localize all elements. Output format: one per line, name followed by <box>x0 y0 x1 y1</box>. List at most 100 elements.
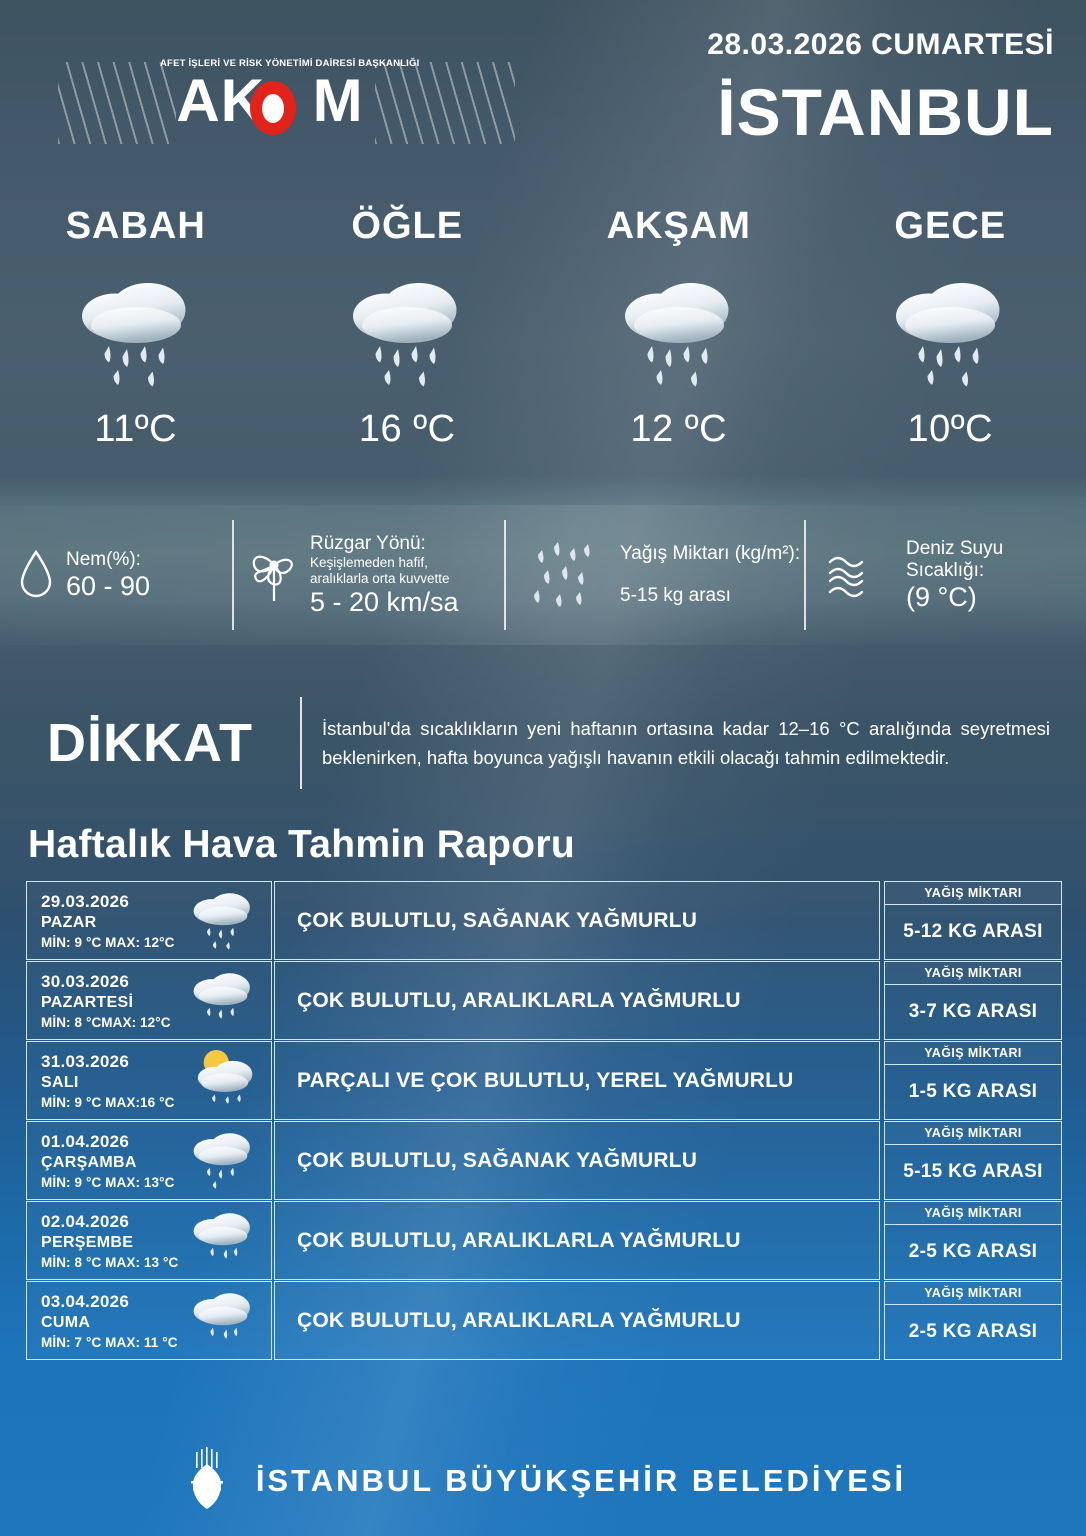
forecast-rain-cell: YAĞIŞ MİKTARI 1-5 KG ARASI <box>884 1041 1062 1120</box>
forecast-day-cell: 31.03.2026 SALI MİN: 9 °C MAX:16 °C <box>26 1041 272 1120</box>
metrics-divider-3 <box>804 520 806 630</box>
daypart-temperature: 16 ºC <box>358 408 456 450</box>
rain-amount-value: 2-5 KG ARASI <box>884 1225 1062 1280</box>
table-row[interactable]: 02.04.2026 PERŞEMBE MİN: 8 °C MAX: 13 °C… <box>26 1201 1062 1280</box>
daypart-temperature: 11ºC <box>94 408 178 450</box>
hatch-stripes-left <box>58 62 176 144</box>
akom-logo-text-m: M <box>312 67 364 134</box>
forecast-date: 31.03.2026 <box>41 1051 130 1071</box>
daypart-label: GECE <box>894 205 1007 247</box>
akom-logo-subtitle: AFET İŞLERİ VE RİSK YÖNETİMİ DAİRESİ BAŞ… <box>160 58 420 69</box>
forecast-day-cell: 02.04.2026 PERŞEMBE MİN: 8 °C MAX: 13 °C <box>26 1201 272 1280</box>
forecast-temps: MİN: 9 °C MAX: 12°C <box>41 934 175 950</box>
metrics-strip: Nem(%): 60 - 90 Rüzgar Yönü: Keşişlemede… <box>0 505 1086 645</box>
rain-amount-header: YAĞIŞ MİKTARI <box>884 881 1062 905</box>
daypart-label: AKŞAM <box>606 205 751 247</box>
akom-logo: AFET İŞLERİ VE RİSK YÖNETİMİ DAİRESİ BAŞ… <box>160 58 420 135</box>
forecast-dayname: PERŞEMBE <box>41 1233 134 1251</box>
sea-temperature-value: (9 °C) <box>906 581 977 612</box>
forecast-day-cell: 29.03.2026 PAZAR MİN: 9 °C MAX: 12°C <box>26 881 272 960</box>
warning-divider <box>300 696 302 789</box>
forecast-dayname: PAZAR <box>41 913 97 931</box>
forecast-description-cell: ÇOK BULUTLU, SAĞANAK YAĞMURLU <box>274 881 880 960</box>
warning-heading: DİKKAT <box>47 712 253 773</box>
forecast-temps: MİN: 9 °C MAX: 13°C <box>41 1174 175 1190</box>
forecast-description: ÇOK BULUTLU, ARALIKLARLA YAĞMURLU <box>297 1308 741 1332</box>
akom-logo-wordmark: AKOM <box>176 69 363 133</box>
forecast-day-cell: 01.04.2026 ÇARŞAMBA MİN: 9 °C MAX: 13°C <box>26 1121 272 1200</box>
rain-cloud-icon <box>815 248 1086 408</box>
precipitation-label: Yağış Miktarı (kg/m²): <box>620 543 801 564</box>
page-header: AFET İŞLERİ VE RİSK YÖNETİMİ DAİRESİ BAŞ… <box>0 0 1086 175</box>
precipitation-value: 5-15 kg arası <box>620 585 731 606</box>
forecast-date: 29.03.2026 <box>41 891 130 911</box>
wind-detail-line2: aralıklarla orta kuvvette <box>310 570 450 586</box>
rain-amount-header: YAĞIŞ MİKTARI <box>884 1121 1062 1145</box>
daypart-aksam: AKŞAM 12 ºC <box>543 205 815 490</box>
forecast-rain-cell: YAĞIŞ MİKTARI 2-5 KG ARASI <box>884 1281 1062 1360</box>
forecast-dayname: PAZARTESİ <box>41 993 134 1011</box>
forecast-temps: MİN: 8 °C MAX: 13 °C <box>41 1254 179 1270</box>
daypart-gece: GECE 10ºC <box>815 205 1086 490</box>
rain-amount-value: 5-15 KG ARASI <box>884 1145 1062 1200</box>
table-row[interactable]: 30.03.2026 PAZARTESİ MİN: 8 °CMAX: 12°C … <box>26 961 1062 1040</box>
rain-cloud-icon <box>181 1120 265 1201</box>
water-drop-icon <box>16 548 56 602</box>
rain-amount-value: 2-5 KG ARASI <box>884 1305 1062 1360</box>
weekly-report-title: Haftalık Hava Tahmin Raporu <box>28 823 575 866</box>
forecast-description: PARÇALI VE ÇOK BULUTLU, YEREL YAĞMURLU <box>297 1068 794 1092</box>
forecast-description: ÇOK BULUTLU, SAĞANAK YAĞMURLU <box>297 908 698 932</box>
metric-wind: Rüzgar Yönü: Keşişlemeden hafif, aralıkl… <box>234 516 504 634</box>
akom-logo-text-ak: AK <box>176 67 265 134</box>
forecast-rain-cell: YAĞIŞ MİKTARI 5-12 KG ARASI <box>884 881 1062 960</box>
forecast-description-cell: ÇOK BULUTLU, ARALIKLARLA YAĞMURLU <box>274 961 880 1040</box>
forecast-date: 02.04.2026 <box>41 1211 130 1231</box>
rain-amount-header: YAĞIŞ MİKTARI <box>884 1281 1062 1305</box>
table-row[interactable]: 29.03.2026 PAZAR MİN: 9 °C MAX: 12°C ÇOK… <box>26 881 1062 960</box>
metric-sea-temperature: Deniz Suyu Sıcaklığı: (9 °C) <box>806 516 1086 634</box>
forecast-temps: MİN: 9 °C MAX:16 °C <box>41 1094 175 1110</box>
warning-text: İstanbul'da sıcaklıkların yeni haftanın … <box>322 717 1050 768</box>
weekly-forecast-table: 29.03.2026 PAZAR MİN: 9 °C MAX: 12°C ÇOK… <box>26 881 1062 1361</box>
rain-amount-header: YAĞIŞ MİKTARI <box>884 1041 1062 1065</box>
wind-detail-line1: Keşişlemeden hafif, <box>310 554 428 570</box>
daypart-temperature: 12 ºC <box>630 408 728 450</box>
forecast-dayname: SALI <box>41 1073 79 1091</box>
ibb-tulip-mosque-icon <box>180 1446 234 1517</box>
table-row[interactable]: 03.04.2026 CUMA MİN: 7 °C MAX: 11 °C ÇOK… <box>26 1281 1062 1360</box>
rain-amount-value: 5-12 KG ARASI <box>884 905 1062 960</box>
humidity-value: 60 - 90 <box>66 570 151 601</box>
forecast-day-cell: 30.03.2026 PAZARTESİ MİN: 8 °CMAX: 12°C <box>26 961 272 1040</box>
table-row[interactable]: 01.04.2026 ÇARŞAMBA MİN: 9 °C MAX: 13°C … <box>26 1121 1062 1200</box>
footer-title: İSTANBUL BÜYÜKŞEHİR BELEDİYESİ <box>255 1463 907 1498</box>
forecast-description-cell: ÇOK BULUTLU, SAĞANAK YAĞMURLU <box>274 1121 880 1200</box>
sun-cloud-rain-icon <box>181 1040 265 1121</box>
forecast-dayname: CUMA <box>41 1313 91 1331</box>
forecast-rain-cell: YAĞIŞ MİKTARI 5-15 KG ARASI <box>884 1121 1062 1200</box>
forecast-rain-cell: YAĞIŞ MİKTARI 2-5 KG ARASI <box>884 1201 1062 1280</box>
header-date: 28.03.2026 CUMARTESİ <box>707 28 1054 61</box>
pinwheel-icon <box>248 543 300 607</box>
rain-amount-value: 1-5 KG ARASI <box>884 1065 1062 1120</box>
forecast-temps: MİN: 8 °CMAX: 12°C <box>41 1014 171 1030</box>
metric-precipitation: Yağış Miktarı (kg/m²): 5-15 kg arası <box>506 516 804 634</box>
forecast-description-cell: ÇOK BULUTLU, ARALIKLARLA YAĞMURLU <box>274 1281 880 1360</box>
warning-section: DİKKAT İstanbul'da sıcaklıkların yeni ha… <box>0 690 1086 795</box>
forecast-description: ÇOK BULUTLU, ARALIKLARLA YAĞMURLU <box>297 1228 741 1252</box>
wind-value: 5 - 20 km/sa <box>310 586 459 617</box>
rain-cloud-icon <box>181 880 265 961</box>
forecast-description-cell: ÇOK BULUTLU, ARALIKLARLA YAĞMURLU <box>274 1201 880 1280</box>
rain-cloud-icon <box>0 248 272 408</box>
forecast-day-cell: 03.04.2026 CUMA MİN: 7 °C MAX: 11 °C <box>26 1281 272 1360</box>
rain-cloud-icon <box>181 960 265 1041</box>
akom-logo-circle-center-icon <box>262 94 285 123</box>
table-row[interactable]: 31.03.2026 SALI MİN: 9 °C MAX:16 °C PARÇ… <box>26 1041 1062 1120</box>
forecast-description: ÇOK BULUTLU, ARALIKLARLA YAĞMURLU <box>297 988 741 1012</box>
humidity-label: Nem(%): <box>66 548 141 570</box>
metrics-divider-1 <box>232 520 234 630</box>
rain-cloud-icon <box>181 1280 265 1361</box>
forecast-description: ÇOK BULUTLU, SAĞANAK YAĞMURLU <box>297 1148 698 1172</box>
hatch-stripes-right <box>375 62 515 144</box>
forecast-date: 01.04.2026 <box>41 1131 130 1151</box>
metrics-divider-2 <box>504 520 506 630</box>
